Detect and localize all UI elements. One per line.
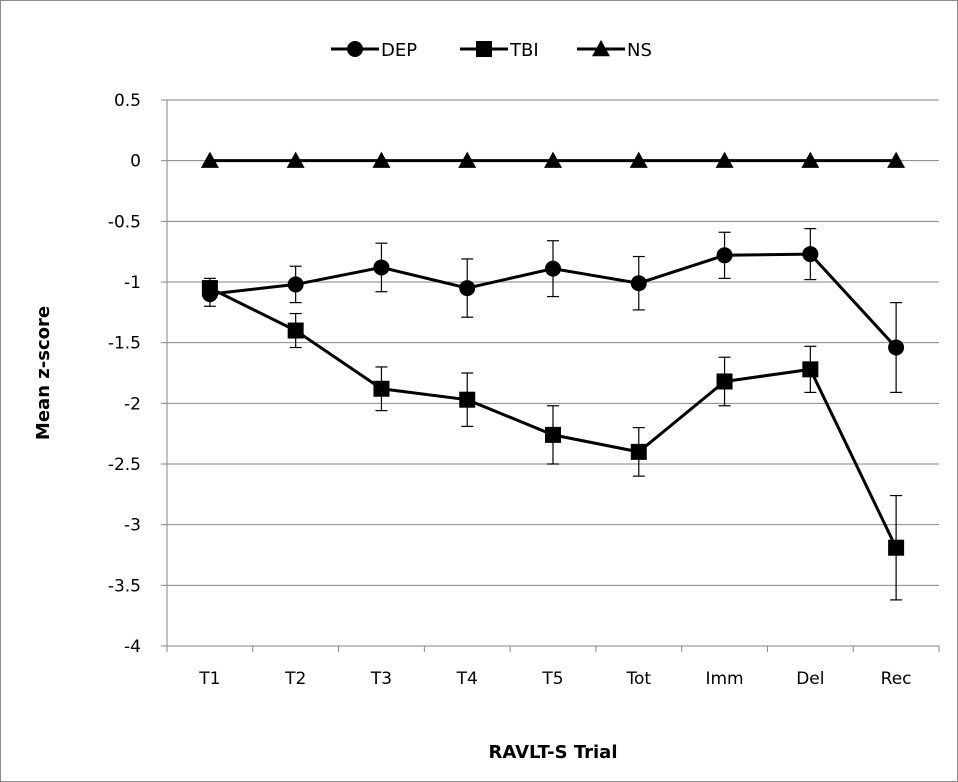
legend-label: TBI: [509, 40, 539, 61]
axes: [161, 99, 940, 652]
x-tick-labels: T1 T2 T3 T4 T5 Tot Imm Del Rec: [198, 669, 911, 689]
x-tick-label: Imm: [705, 669, 743, 689]
data-point: [459, 391, 476, 408]
legend-item-ns: NS: [577, 40, 652, 61]
y-tick-label: -0.5: [108, 212, 141, 232]
y-tick-label: -2.5: [108, 455, 141, 475]
y-tick-label: -1: [124, 273, 141, 293]
series-dep: [201, 228, 905, 394]
legend-label: DEP: [381, 40, 417, 61]
legend-marker: [592, 40, 610, 57]
y-tick-label: -2: [124, 394, 141, 414]
legend-marker: [347, 41, 363, 57]
legend-item-tbi: TBI: [460, 40, 539, 61]
x-tick-label: T5: [541, 669, 563, 689]
legend-item-dep: DEP: [331, 40, 417, 61]
legend-label: NS: [627, 40, 652, 61]
legend-marker: [476, 41, 492, 57]
y-tick-label: 0.5: [114, 91, 141, 111]
data-point: [802, 361, 819, 378]
y-tick-label: -3.5: [108, 576, 141, 596]
data-point: [629, 151, 648, 168]
data-point: [286, 151, 305, 168]
data-point: [630, 275, 647, 292]
data-point: [887, 151, 906, 168]
x-tick-label: T3: [370, 669, 392, 689]
data-point: [373, 259, 390, 276]
data-point: [287, 322, 304, 339]
series-tbi: [201, 277, 905, 601]
y-tick-label: 0: [130, 152, 141, 172]
data-point: [630, 443, 647, 460]
data-point: [545, 260, 561, 277]
data-point: [801, 151, 820, 168]
y-tick-label: -3: [124, 516, 141, 536]
data-point: [373, 380, 390, 397]
x-axis-title: RAVLT-S Trial: [489, 742, 618, 763]
data-point: [888, 539, 905, 556]
legend: DEP TBI NS: [331, 40, 652, 61]
x-tick-label: T2: [284, 669, 306, 689]
gridlines: [167, 99, 939, 647]
data-point: [716, 373, 733, 390]
data-point: [802, 246, 819, 263]
data-point: [459, 280, 476, 297]
y-tick-labels: 0.5 0 -0.5 -1 -1.5 -2 -2.5 -3 -3.5 -4: [108, 91, 141, 657]
y-tick-label: -1.5: [108, 334, 141, 354]
x-tick-label: Del: [796, 669, 824, 689]
data-point: [716, 247, 733, 264]
data-point: [201, 280, 218, 297]
series-ns: [200, 151, 906, 168]
data-point: [287, 276, 304, 293]
series: [200, 151, 906, 601]
y-axis-title: Mean z-score: [33, 306, 54, 440]
data-point: [200, 151, 219, 168]
x-tick-label: Rec: [881, 669, 912, 689]
x-tick-label: T4: [456, 669, 478, 689]
x-tick-label: Tot: [625, 669, 651, 689]
x-tick-label: T1: [198, 669, 220, 689]
data-point: [715, 151, 734, 168]
data-point: [888, 339, 905, 356]
data-point: [544, 151, 562, 168]
data-point: [372, 151, 391, 168]
y-tick-label: -4: [124, 637, 141, 657]
data-point: [545, 426, 561, 443]
data-point: [458, 151, 477, 168]
